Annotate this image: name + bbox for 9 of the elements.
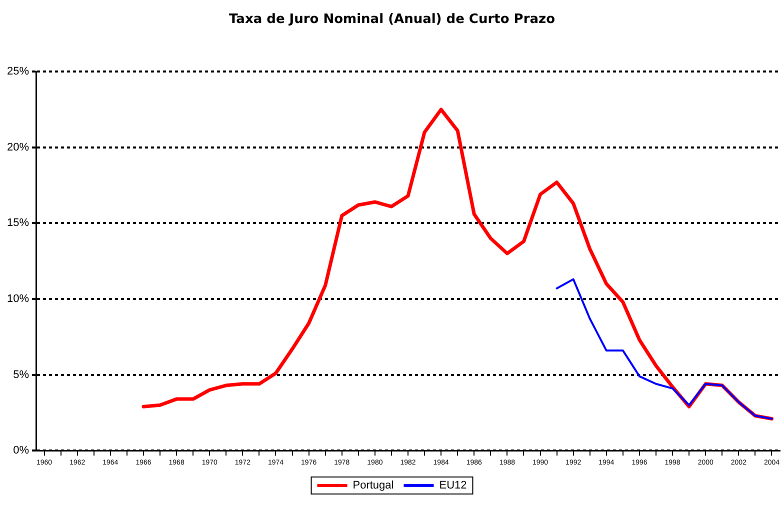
y-tick-label: 15% xyxy=(6,217,30,230)
y-tick-label: 10% xyxy=(6,293,30,306)
y-tick-label: 5% xyxy=(13,368,30,381)
y-tick-label: 20% xyxy=(6,141,30,154)
chart-title: Taxa de Juro Nominal (Anual) de Curto Prazo xyxy=(228,12,556,28)
legend-label: EU12 xyxy=(439,480,467,492)
y-tick-label: 0% xyxy=(13,444,30,457)
y-tick-label: 25% xyxy=(6,66,30,78)
legend-label: Portugal xyxy=(352,480,394,492)
